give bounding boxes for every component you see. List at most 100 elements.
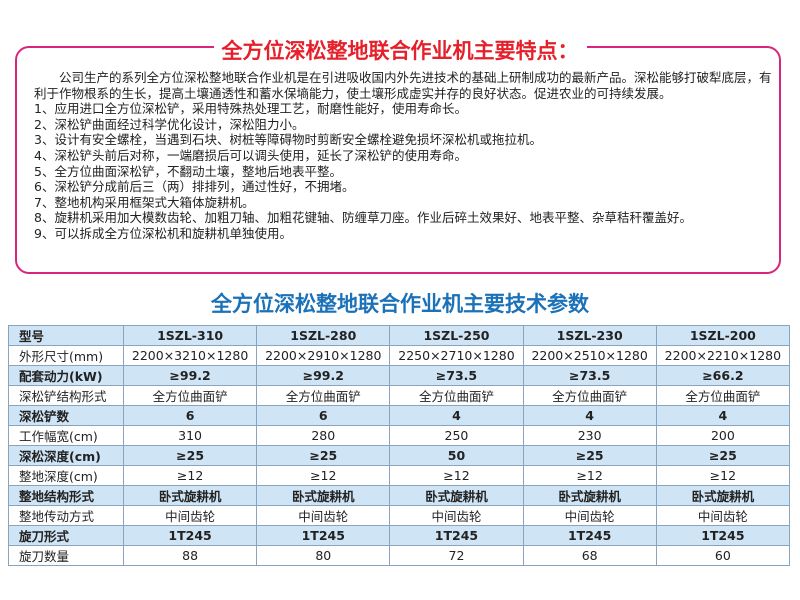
cell: 310 [122, 425, 258, 446]
cell: 280 [256, 425, 391, 446]
header-cell: 1SZL-310 [122, 325, 258, 346]
table-title: 全方位深松整地联合作业机主要技术参数 [211, 292, 589, 316]
feature-item: 2、深松铲曲面经过科学优化设计，深松阻力小。 [34, 116, 305, 132]
cell: 中间齿轮 [122, 505, 258, 526]
cell: 2200×2210×1280 [655, 345, 791, 366]
cell: 2200×2510×1280 [522, 345, 657, 366]
cell: ≥73.5 [389, 365, 524, 386]
cell: ≥12 [256, 465, 391, 486]
spec-table: 型号 1SZL-310 1SZL-280 1SZL-250 1SZL-230 1SZL-2… [8, 325, 791, 566]
cell: 1T245 [256, 525, 391, 546]
cell: ≥73.5 [522, 365, 657, 386]
cell: ≥25 [122, 445, 258, 466]
cell: 全方位曲面铲 [256, 385, 391, 406]
table-row: 外形尺寸(mm) 2200×3210×1280 2200×2910×1280 2250… [8, 345, 791, 366]
feature-item: 9、可以拆成全方位深松机和旋耕机单独使用。 [34, 225, 292, 241]
cell: ≥25 [522, 445, 657, 466]
cell: 卧式旋耕机 [389, 485, 524, 506]
cell: 88 [122, 545, 258, 566]
cell: ≥12 [522, 465, 657, 486]
cell: 4 [655, 405, 791, 426]
row-label: 整地结构形式 [8, 485, 124, 506]
row-label: 整地深度(cm) [8, 465, 124, 486]
cell: 4 [389, 405, 524, 426]
cell: 卧式旋耕机 [655, 485, 791, 506]
cell: 68 [522, 545, 657, 566]
table-row: 整地结构形式 卧式旋耕机 卧式旋耕机 卧式旋耕机 卧式旋耕机 卧式旋耕机 [8, 485, 791, 506]
cell: 230 [522, 425, 657, 446]
cell: 全方位曲面铲 [655, 385, 791, 406]
cell: ≥12 [389, 465, 524, 486]
cell: 4 [522, 405, 657, 426]
cell: 2250×2710×1280 [389, 345, 524, 366]
cell: ≥25 [256, 445, 391, 466]
table-row: 深松铲结构形式 全方位曲面铲 全方位曲面铲 全方位曲面铲 全方位曲面铲 全方位曲面铲 [8, 385, 791, 406]
cell: 2200×3210×1280 [122, 345, 258, 366]
cell: 全方位曲面铲 [389, 385, 524, 406]
row-label: 外形尺寸(mm) [8, 345, 124, 366]
cell: 1T245 [522, 525, 657, 546]
header-cell: 1SZL-200 [655, 325, 791, 346]
intro: 公司生产的系列全方位深松整地联合作业机是在引进吸收国内外先进技术的基础上研制成功… [34, 70, 772, 101]
cell: 中间齿轮 [256, 505, 391, 526]
row-label: 旋刀形式 [8, 525, 124, 546]
cell: 中间齿轮 [522, 505, 657, 526]
feature-title-wrap: 全方位深松整地联合作业机主要特点： [0, 35, 800, 65]
cell: 全方位曲面铲 [522, 385, 657, 406]
feature-text: 公司生产的系列全方位深松整地联合作业机是在引进吸收国内外先进技术的基础上研制成功… [34, 70, 774, 242]
table-row: 旋刀数量 88 80 72 68 60 [8, 545, 791, 566]
row-label: 深松深度(cm) [8, 445, 124, 466]
cell: 2200×2910×1280 [256, 345, 391, 366]
row-label: 深松铲结构形式 [8, 385, 124, 406]
cell: ≥99.2 [122, 365, 258, 386]
cell: 200 [655, 425, 791, 446]
table-row: 旋刀形式 1T245 1T245 1T245 1T245 1T245 [8, 525, 791, 546]
cell: ≥12 [122, 465, 258, 486]
cell: 全方位曲面铲 [122, 385, 258, 406]
cell: 卧式旋耕机 [122, 485, 258, 506]
cell: ≥25 [655, 445, 791, 466]
row-label: 整地传动方式 [8, 505, 124, 526]
table-row: 工作幅宽(cm) 310 280 250 230 200 [8, 425, 791, 446]
row-label: 工作幅宽(cm) [8, 425, 124, 446]
cell: 60 [655, 545, 791, 566]
cell: 1T245 [655, 525, 791, 546]
feature-item: 4、深松铲头前后对称，一端磨损后可以调头使用，延长了深松铲的使用寿命。 [34, 147, 467, 163]
cell: ≥66.2 [655, 365, 791, 386]
cell: 80 [256, 545, 391, 566]
row-label: 深松铲数 [8, 405, 124, 426]
feature-item: 3、设计有安全螺栓，当遇到石块、树桩等障碍物时剪断安全螺栓避免损坏深松机或拖拉机… [34, 132, 542, 148]
cell: 中间齿轮 [655, 505, 791, 526]
cell: 卧式旋耕机 [256, 485, 391, 506]
feature-item: 8、旋耕机采用加大模数齿轮、加粗刀轴、加粗花键轴、防缠草刀座。作业后碎土效果好、… [34, 210, 692, 226]
cell: 1T245 [122, 525, 258, 546]
row-label: 旋刀数量 [8, 545, 124, 566]
feature-item: 6、深松铲分成前后三（两）排排列，通过性好，不拥堵。 [34, 179, 355, 195]
cell: ≥99.2 [256, 365, 391, 386]
header-cell: 型号 [8, 325, 124, 346]
feature-item: 1、应用进口全方位深松铲，采用特殊热处理工艺，耐磨性能好，使用寿命长。 [34, 101, 467, 117]
feature-item: 7、整地机构采用框架式大箱体旋耕机。 [34, 194, 255, 210]
cell: 50 [389, 445, 524, 466]
table-header-row: 型号 1SZL-310 1SZL-280 1SZL-250 1SZL-230 1SZL-2… [8, 325, 791, 346]
cell: 1T245 [389, 525, 524, 546]
header-cell: 1SZL-230 [522, 325, 657, 346]
cell: 6 [256, 405, 391, 426]
cell: 72 [389, 545, 524, 566]
table-row: 整地深度(cm) ≥12 ≥12 ≥12 ≥12 ≥12 [8, 465, 791, 486]
table-row: 深松铲数 6 6 4 4 4 [8, 405, 791, 426]
cell: ≥12 [655, 465, 791, 486]
table-row: 深松深度(cm) ≥25 ≥25 50 ≥25 ≥25 [8, 445, 791, 466]
table-row: 整地传动方式 中间齿轮 中间齿轮 中间齿轮 中间齿轮 中间齿轮 [8, 505, 791, 526]
cell: 250 [389, 425, 524, 446]
table-row: 配套动力(kW) ≥99.2 ≥99.2 ≥73.5 ≥73.5 ≥66.2 [8, 365, 791, 386]
cell: 6 [122, 405, 258, 426]
header-cell: 1SZL-250 [389, 325, 524, 346]
cell: 中间齿轮 [389, 505, 524, 526]
row-label: 配套动力(kW) [8, 365, 124, 386]
cell: 卧式旋耕机 [522, 485, 657, 506]
feature-title: 全方位深松整地联合作业机主要特点： [213, 39, 587, 63]
header-cell: 1SZL-280 [256, 325, 391, 346]
feature-item: 5、全方位曲面深松铲，不翻动土壤，整地后地表平整。 [34, 163, 342, 179]
